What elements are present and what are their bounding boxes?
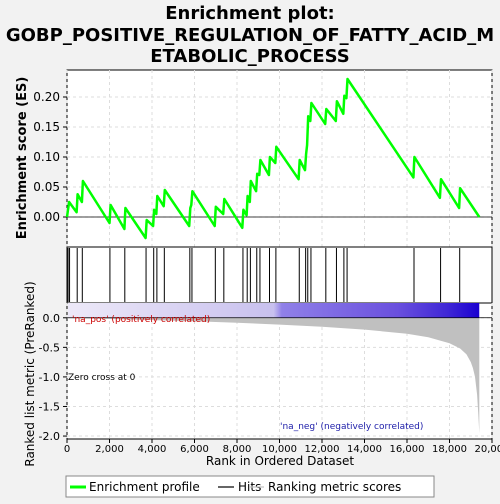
chart-title-line3: ETABOLIC_PROCESS [150,46,350,67]
es-y-axis-label: Enrichment score (ES) [15,77,30,240]
metric-tick-label: -0.5 [39,341,60,354]
es-tick-label: 0.00 [33,210,60,224]
x-tick-label: 20,000 [475,444,500,455]
es-tick-label: 0.10 [33,150,60,164]
x-tick-label: 4,000 [138,444,167,455]
x-tick-label: 18,000 [432,444,467,455]
metric-y-axis-label: Ranked list metric (PreRanked) [23,281,37,466]
neg-annotation: 'na_neg' (negatively correlated) [280,422,423,432]
es-tick-label: 0.05 [33,180,60,194]
metric-tick-label: 0.0 [43,312,61,325]
legend-metric-label: Ranking metric scores [268,480,401,494]
es-tick-label: 0.20 [33,90,60,104]
x-tick-label: 6,000 [180,444,209,455]
hits-panel [67,247,492,303]
metric-tick-label: -1.0 [39,371,60,384]
es-tick-label: 0.15 [33,120,60,134]
metric-tick-label: -2.0 [39,430,60,443]
chart-title-line2: GOBP_POSITIVE_REGULATION_OF_FATTY_ACID_M [6,25,494,46]
legend-enrichment-label: Enrichment profile [89,480,200,494]
metric-tick-label: -1.5 [39,400,60,413]
pos-annotation: 'na_pos' (positively correlated) [72,315,210,325]
x-tick-label: 2,000 [95,444,124,455]
zero-cross-annotation: Zero cross at 0 [68,373,136,383]
x-tick-label: 0 [64,444,70,455]
x-axis-label: Rank in Ordered Dataset [206,454,354,468]
chart-title-line1: Enrichment plot: [165,3,335,24]
x-tick-label: 16,000 [390,444,425,455]
